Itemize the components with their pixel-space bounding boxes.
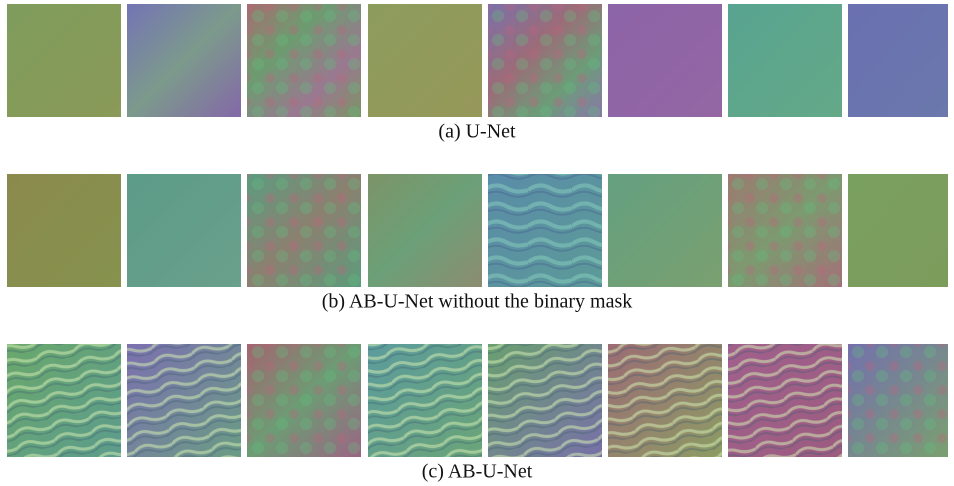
tile <box>728 174 842 287</box>
caption: (a) U-Net <box>438 121 516 143</box>
tile <box>368 174 482 287</box>
tile <box>247 174 361 287</box>
tile <box>127 4 241 117</box>
caption: (b) AB-U-Net without the binary mask <box>322 291 633 313</box>
tile-row <box>7 4 948 117</box>
tile <box>7 174 121 287</box>
tile <box>728 344 842 457</box>
tile <box>368 344 482 457</box>
tile <box>608 174 722 287</box>
tile <box>127 174 241 287</box>
tile <box>127 344 241 457</box>
tile-row <box>7 344 948 457</box>
tile <box>368 4 482 117</box>
tile <box>7 4 121 117</box>
tile-row <box>7 174 948 287</box>
caption: (c) AB-U-Net <box>422 461 533 483</box>
tile <box>848 4 948 117</box>
tile <box>247 4 361 117</box>
tile <box>488 174 602 287</box>
tile <box>608 4 722 117</box>
tile <box>488 4 602 117</box>
tile <box>608 344 722 457</box>
tile <box>848 344 948 457</box>
tile <box>848 174 948 287</box>
tile <box>7 344 121 457</box>
tile <box>728 4 842 117</box>
tile <box>488 344 602 457</box>
tile <box>247 344 361 457</box>
